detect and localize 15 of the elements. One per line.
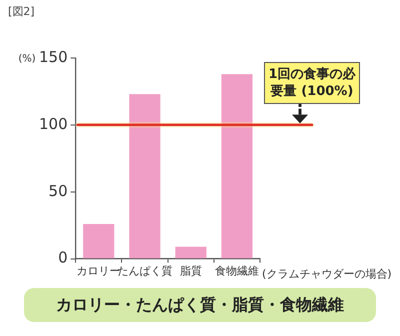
- text: カロリー・たんぱく質・脂質・食物繊維: [24, 288, 376, 322]
- y-tick-label: 100: [38, 114, 68, 133]
- y-tick-label: 0: [58, 248, 68, 267]
- text: [図2]: [8, 4, 35, 19]
- bar: [83, 224, 114, 258]
- y-axis-title: (%): [18, 54, 36, 65]
- y-tick-label: 150: [38, 48, 68, 66]
- bar: [175, 246, 206, 258]
- ref-line-label: 1回の食事の必要量 (100%): [264, 62, 360, 104]
- y-tick-label: 50: [48, 182, 68, 200]
- bar: [129, 94, 160, 258]
- x-tick-label: 脂質: [180, 264, 202, 278]
- x-tick-label: 食物繊維: [214, 264, 259, 278]
- bar: [221, 74, 253, 258]
- text: (クラムチャウダーの場合): [262, 268, 392, 281]
